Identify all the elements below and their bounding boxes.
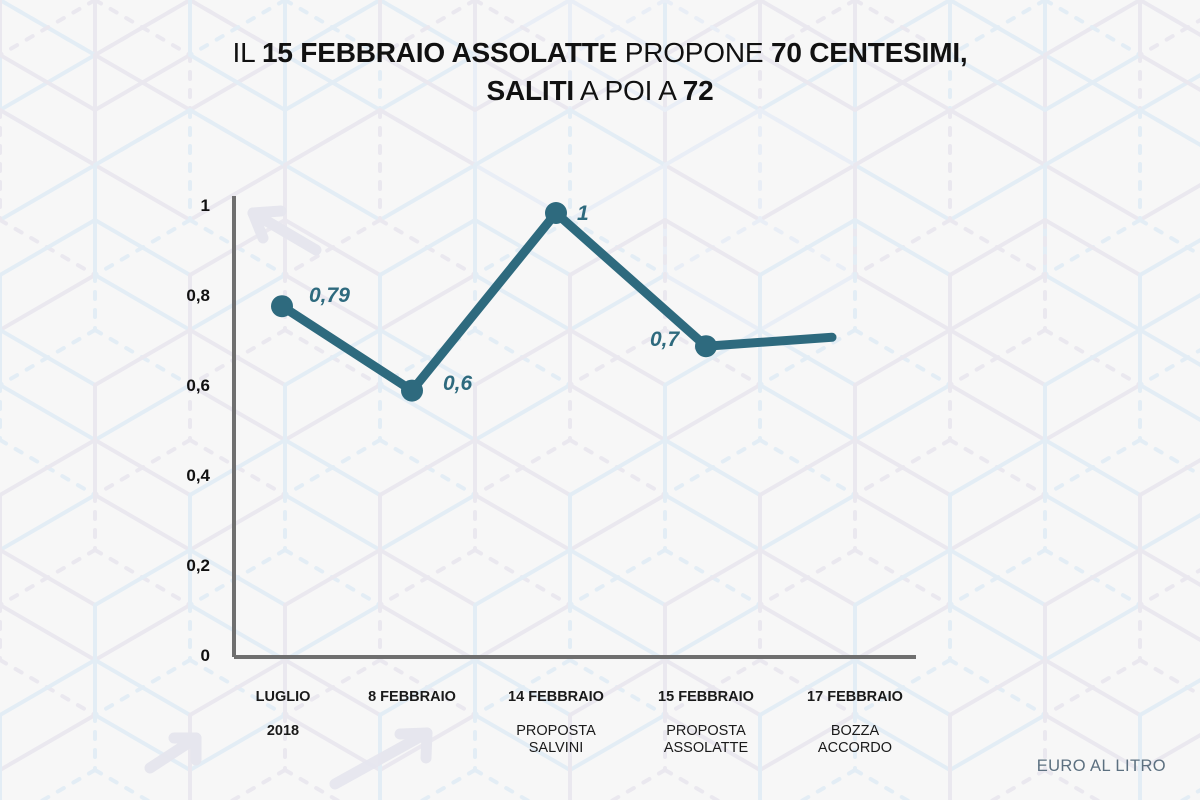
x-tick-head: LUGLIO	[255, 689, 311, 706]
x-axis-tick-17-febbraio: 17 FEBBRAIO BOZZA ACCORDO	[807, 672, 903, 775]
x-tick-head: 8 FEBBRAIO	[368, 689, 456, 706]
x-tick-head: 15 FEBBRAIO	[658, 689, 754, 706]
chart-title-line-1: IL 15 FEBBRAIO ASSOLATTE PROPONE 70 CENT…	[130, 34, 1070, 72]
x-axis-tick-14-febbraio: 14 FEBBRAIO PROPOSTA SALVINI	[508, 672, 604, 775]
y-axis-tick-label-08: 0,8	[186, 286, 210, 305]
x-axis-tick-luglio-2018: LUGLIO 2018	[256, 672, 311, 758]
x-tick-head: 17 FEBBRAIO	[807, 689, 903, 706]
data-point-marker	[271, 295, 293, 318]
x-tick-sub: PROPOSTA SALVINI	[516, 723, 596, 757]
x-axis-tick-8-febbraio: 8 FEBBRAIO	[368, 672, 456, 723]
data-point-marker	[695, 335, 717, 358]
x-tick-sub: PROPOSTA ASSOLATTE	[663, 723, 749, 757]
title-seg-2: 15 FEBBRAIO ASSOLATTE	[261, 37, 618, 68]
series-line	[277, 208, 837, 396]
y-axis-tick-label-06: 0,6	[186, 376, 210, 395]
y-axis-tick-label-02: 0,2	[186, 556, 210, 575]
data-point-marker	[545, 202, 567, 224]
data-label-8-febbraio: 0,6	[443, 372, 473, 395]
title-seg-4: 70 CENTESIMI,	[770, 37, 968, 68]
chart-title-line-2: SALITI A POI A 72	[130, 72, 1070, 110]
chart-axes	[232, 196, 916, 659]
x-tick-sub: BOZZA ACCORDO	[817, 723, 893, 757]
y-axis-tick-label-04: 0,4	[186, 466, 210, 485]
data-point-marker	[401, 379, 423, 402]
data-label-luglio-2018: 0,79	[309, 284, 350, 307]
title-seg-6: A POI A	[573, 74, 683, 106]
data-label-14-febbraio: 1	[577, 202, 589, 225]
y-axis-tick-label-0: 0	[200, 646, 210, 665]
y-axis-tick-label-1: 1	[200, 196, 210, 215]
title-seg-3: PROPONE	[617, 37, 771, 68]
title-seg-5: SALITI	[486, 74, 575, 106]
title-seg-1: IL	[232, 37, 262, 68]
series-markers	[271, 202, 717, 402]
unit-note: EURO AL LITRO	[1036, 757, 1166, 775]
data-label-15-febbraio: 0,7	[650, 328, 680, 351]
title-seg-7: 72	[682, 74, 714, 106]
x-tick-head: 14 FEBBRAIO	[508, 689, 604, 706]
x-tick-sub: 2018	[266, 723, 300, 740]
x-axis-tick-15-febbraio: 15 FEBBRAIO PROPOSTA ASSOLATTE	[658, 672, 754, 775]
chart-title: IL 15 FEBBRAIO ASSOLATTE PROPONE 70 CENT…	[130, 34, 1070, 110]
